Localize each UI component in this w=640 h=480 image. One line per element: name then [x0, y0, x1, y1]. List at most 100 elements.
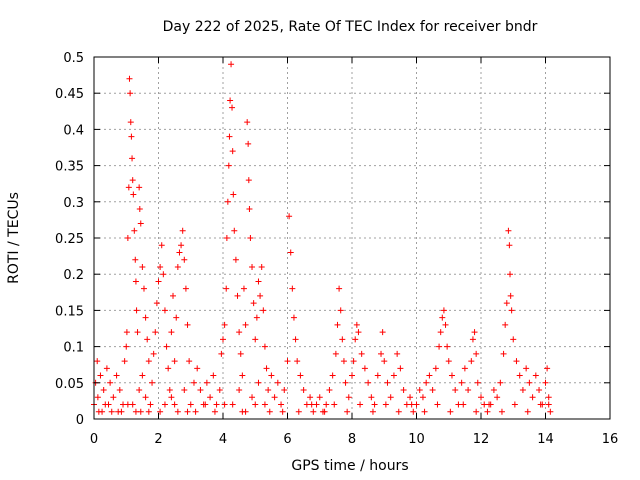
data-point	[224, 198, 231, 205]
data-point	[434, 401, 441, 408]
data-point	[442, 321, 449, 328]
y-tick-label: 0.45	[55, 87, 84, 102]
data-point	[545, 401, 552, 408]
data-point	[152, 329, 159, 336]
data-point	[295, 408, 302, 415]
data-point	[400, 387, 407, 394]
data-point	[136, 387, 143, 394]
data-point	[136, 206, 143, 213]
data-point	[408, 401, 415, 408]
data-point	[444, 343, 451, 350]
data-point	[439, 314, 446, 321]
data-point	[345, 394, 352, 401]
data-point	[157, 263, 164, 270]
data-point	[142, 394, 149, 401]
data-point	[349, 372, 355, 379]
data-point	[223, 285, 230, 292]
data-point	[468, 358, 475, 365]
data-point	[279, 408, 286, 415]
data-point	[236, 329, 243, 336]
data-point	[240, 285, 247, 292]
data-point	[410, 408, 417, 415]
data-point	[510, 336, 517, 343]
data-point	[381, 358, 388, 365]
data-point	[544, 365, 551, 372]
data-point	[416, 387, 423, 394]
data-point	[437, 329, 444, 336]
y-tick-label: 0.05	[55, 377, 84, 392]
data-point	[350, 358, 357, 365]
data-point	[229, 401, 236, 408]
data-point	[230, 191, 237, 198]
data-point	[94, 358, 101, 365]
data-point	[371, 401, 378, 408]
data-point	[339, 336, 346, 343]
data-point	[211, 408, 218, 415]
data-point	[331, 401, 338, 408]
data-point	[340, 358, 347, 365]
data-point	[395, 408, 402, 415]
data-point	[186, 358, 193, 365]
data-point	[255, 379, 262, 386]
x-tick-label: 4	[219, 432, 227, 447]
data-point	[223, 235, 230, 241]
data-point	[502, 321, 509, 328]
data-point	[447, 408, 454, 415]
data-point	[234, 292, 241, 299]
x-tick-label: 0	[90, 432, 98, 447]
data-point	[170, 292, 177, 299]
data-point	[507, 292, 514, 299]
data-point	[194, 365, 201, 372]
data-point	[369, 408, 376, 415]
data-point	[181, 256, 188, 263]
data-point	[526, 379, 533, 386]
data-point	[225, 162, 232, 169]
data-point	[207, 394, 214, 401]
data-point	[452, 387, 459, 394]
data-points	[91, 61, 554, 415]
y-tick-label: 0.5	[63, 51, 84, 66]
data-point	[342, 379, 349, 386]
data-point	[171, 401, 178, 408]
data-point	[127, 90, 134, 97]
data-point	[124, 235, 131, 241]
data-point	[153, 300, 160, 307]
data-point	[131, 227, 138, 234]
data-point	[179, 227, 186, 234]
y-tick-label: 0.35	[55, 160, 84, 175]
data-point	[507, 271, 514, 278]
data-point	[263, 365, 270, 372]
data-point	[287, 249, 294, 256]
y-axis-label: ROTI / TECUs	[6, 192, 22, 284]
data-point	[129, 155, 136, 162]
data-point	[545, 394, 552, 401]
data-point	[473, 408, 480, 415]
data-point	[108, 408, 115, 415]
data-point	[123, 343, 130, 350]
data-point	[139, 263, 146, 270]
data-point	[139, 372, 146, 379]
y-tick-label: 0.3	[63, 196, 84, 211]
data-point	[216, 387, 223, 394]
data-point	[465, 387, 472, 394]
data-point	[490, 387, 497, 394]
data-point	[294, 358, 301, 365]
data-point	[278, 401, 285, 408]
data-point	[390, 372, 397, 379]
data-point	[250, 300, 257, 307]
data-point	[290, 314, 297, 321]
data-point	[257, 292, 264, 299]
data-point	[190, 379, 197, 386]
data-point	[471, 329, 478, 336]
data-point	[168, 329, 175, 336]
data-point	[239, 372, 246, 379]
data-point	[121, 358, 128, 365]
data-point	[336, 285, 343, 292]
data-point	[124, 401, 131, 408]
data-point	[384, 379, 391, 386]
data-point	[168, 394, 175, 401]
grid	[94, 57, 610, 419]
data-point	[368, 394, 375, 401]
x-tick-label: 6	[283, 432, 291, 447]
data-point	[513, 358, 520, 365]
